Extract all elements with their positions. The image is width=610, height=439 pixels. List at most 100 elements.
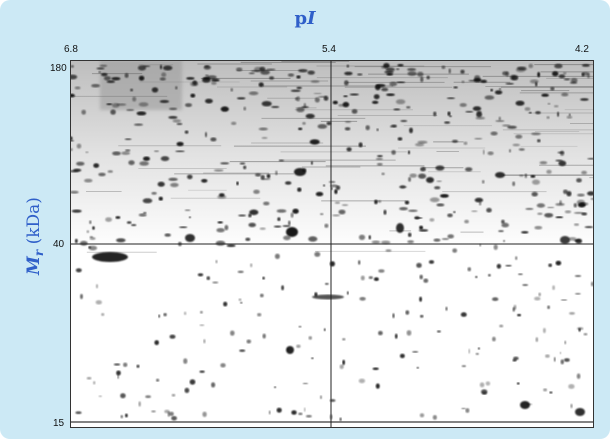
protein-spot: [378, 269, 385, 273]
protein-spot: [359, 296, 366, 301]
protein-spot: [302, 121, 306, 125]
protein-spot: [296, 107, 305, 113]
protein-spot: [260, 178, 271, 181]
protein-spot: [281, 285, 285, 291]
protein-spot: [273, 225, 282, 228]
protein-spot: [197, 273, 204, 277]
protein-spot: [205, 98, 213, 104]
protein-spot: [236, 67, 243, 72]
protein-spot: [547, 103, 551, 105]
protein-spot: [220, 106, 229, 112]
protein-spot: [452, 139, 458, 143]
protein-spot: [85, 151, 89, 154]
protein-spot: [383, 209, 387, 215]
protein-spot: [459, 103, 467, 107]
protein-spot: [530, 175, 536, 178]
protein-spot: [117, 374, 120, 379]
protein-spot: [555, 216, 564, 219]
protein-spot: [445, 306, 448, 311]
protein-spot: [528, 111, 532, 114]
protein-spot: [185, 234, 195, 242]
protein-spot: [493, 244, 498, 250]
protein-spot: [502, 124, 511, 127]
protein-spot: [305, 113, 315, 119]
protein-spot: [326, 121, 332, 126]
protein-spot: [317, 124, 328, 129]
protein-spot: [375, 83, 386, 88]
protein-spot: [479, 382, 485, 388]
protein-spot: [566, 191, 572, 197]
protein-spot: [461, 407, 466, 410]
protein-spot: [501, 219, 505, 224]
protein-spot: [164, 409, 170, 414]
protein-spot: [568, 113, 571, 116]
protein-spot: [436, 330, 441, 333]
protein-spot: [488, 273, 491, 277]
protein-spot: [106, 103, 113, 106]
protein-spot: [409, 127, 413, 134]
protein-spot: [518, 273, 523, 276]
protein-spot: [183, 358, 188, 364]
protein-spot: [211, 382, 216, 388]
protein-spot: [294, 168, 306, 176]
protein-spot: [243, 165, 247, 170]
protein-spot: [240, 301, 243, 304]
protein-spot: [199, 324, 205, 327]
protein-spot: [201, 178, 208, 183]
protein-spot: [206, 276, 211, 281]
protein-spot: [426, 75, 430, 80]
protein-spot: [70, 65, 74, 68]
protein-spot: [351, 109, 358, 114]
protein-spot: [171, 416, 177, 421]
protein-spot: [537, 71, 541, 78]
protein-spot: [169, 107, 178, 111]
protein-spot: [290, 212, 294, 218]
protein-spot: [529, 79, 539, 84]
protein-spot: [255, 173, 261, 177]
protein-spot: [441, 238, 449, 240]
protein-spot: [139, 161, 149, 166]
protein-spot: [310, 80, 320, 83]
protein-spot: [239, 162, 246, 165]
protein-spot: [262, 333, 266, 339]
protein-spot: [223, 301, 228, 307]
protein-spot: [492, 297, 499, 302]
protein-spot: [552, 285, 555, 290]
protein-spot: [243, 106, 247, 111]
protein-spot: [404, 200, 410, 205]
protein-spot: [123, 362, 128, 367]
protein-spot: [92, 226, 95, 230]
protein-spot: [159, 77, 166, 81]
protein-spot: [98, 395, 102, 398]
protein-spot: [330, 184, 338, 188]
protein-spot: [248, 213, 252, 218]
protein-spot: [372, 367, 379, 371]
protein-spot: [220, 363, 226, 368]
protein-spot: [583, 333, 588, 336]
protein-spot: [343, 95, 348, 98]
protein-spot: [230, 330, 235, 336]
protein-spot: [302, 382, 308, 385]
protein-spot: [175, 86, 178, 90]
protein-spot: [475, 116, 486, 120]
protein-spot: [433, 111, 437, 117]
protein-spot: [515, 134, 523, 139]
protein-spot: [460, 312, 467, 317]
protein-spot: [358, 142, 363, 148]
protein-spot: [447, 213, 453, 218]
x-tick-5-4: 5.4: [322, 44, 336, 55]
gel-spots-canvas: [70, 60, 594, 428]
protein-spot: [581, 72, 585, 77]
protein-spot: [358, 234, 366, 240]
protein-spot: [564, 340, 567, 345]
protein-spot: [206, 75, 217, 80]
protein-spot: [407, 68, 417, 71]
protein-spot: [365, 125, 370, 131]
protein-spot: [212, 281, 219, 284]
protein-spot: [106, 80, 115, 84]
protein-spot: [70, 74, 78, 80]
protein-spot: [559, 351, 562, 355]
protein-spot: [538, 292, 541, 297]
protein-spot: [570, 81, 578, 84]
protein-spot: [159, 64, 163, 70]
